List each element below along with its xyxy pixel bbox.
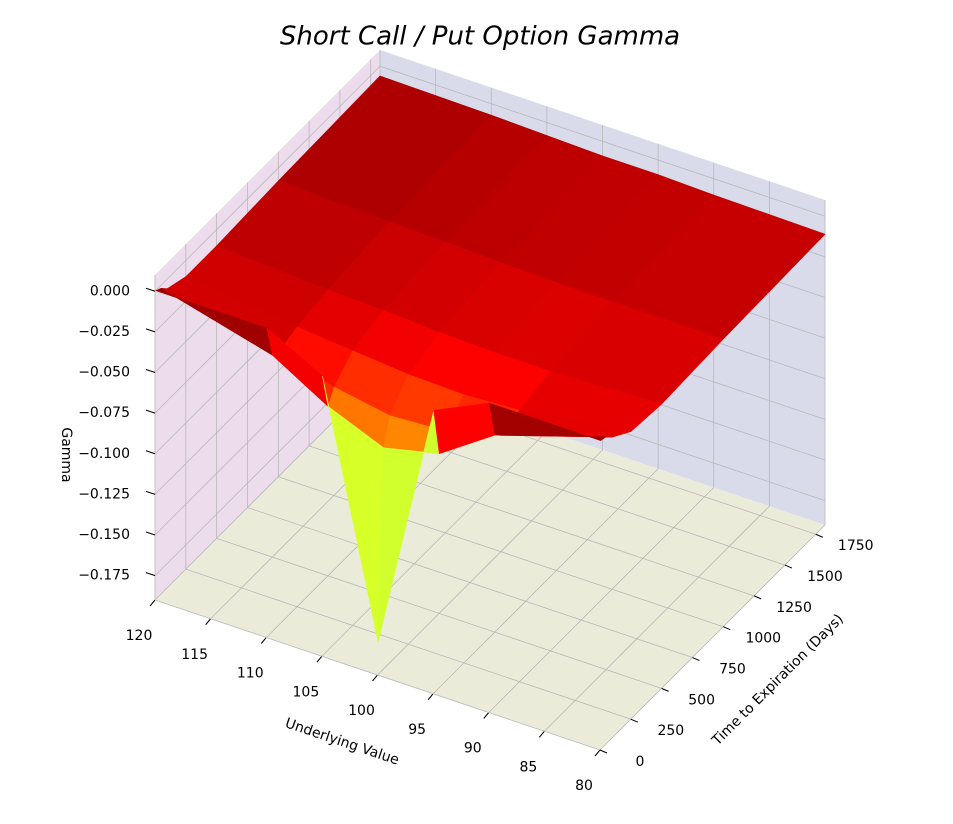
x-tick <box>149 599 156 607</box>
z-tick-label: −0.050 <box>78 365 130 381</box>
z-tick <box>145 369 156 373</box>
y-tick-label: 1750 <box>838 538 874 554</box>
chart-title: Short Call / Put Option Gamma <box>280 22 680 52</box>
x-tick <box>483 712 490 719</box>
z-tick-label: −0.100 <box>78 446 130 462</box>
z-axis-label: Gamma <box>58 427 74 482</box>
y-tick-label: 250 <box>657 723 684 739</box>
grid-line <box>321 430 548 657</box>
y-tick-label: 500 <box>688 692 715 708</box>
y-tick <box>815 533 823 538</box>
grid-line <box>377 449 603 676</box>
grid-line <box>599 524 826 751</box>
y-tick-label: 750 <box>719 662 746 678</box>
z-tick-label: 0.000 <box>90 283 130 299</box>
x-tick-label: 85 <box>519 759 537 775</box>
x-axis-label: Underlying Value <box>283 715 401 768</box>
z-tick-label: −0.075 <box>78 405 130 421</box>
grid-line <box>247 507 693 658</box>
grid-line <box>185 568 631 720</box>
y-tick <box>661 687 669 692</box>
y-tick <box>784 564 793 569</box>
y-tick <box>630 718 639 723</box>
y-tick <box>599 749 608 754</box>
x-tick-label: 110 <box>237 666 264 682</box>
x-tick <box>538 730 545 738</box>
z-tick-label: −0.125 <box>78 486 130 502</box>
y-tick <box>692 657 700 661</box>
grid-line <box>154 65 381 292</box>
x-tick-label: 80 <box>575 778 593 794</box>
grid-line <box>544 505 770 732</box>
grid-line <box>379 65 826 217</box>
z-tick <box>145 450 156 455</box>
z-tick-label: −0.025 <box>78 324 130 340</box>
x-tick <box>594 749 601 757</box>
grid-line <box>432 468 659 695</box>
y-tick <box>723 626 731 631</box>
x-tick <box>260 637 267 644</box>
z-tick <box>145 409 156 414</box>
x-tick-label: 105 <box>293 684 320 700</box>
x-tick <box>205 618 212 626</box>
z-tick <box>145 572 156 577</box>
z-tick <box>145 490 156 495</box>
z-tick <box>145 287 156 292</box>
grid-line <box>216 537 662 689</box>
x-tick-label: 95 <box>408 722 426 738</box>
y-tick-label: 1250 <box>776 600 812 616</box>
y-tick-label: 1500 <box>807 569 843 585</box>
z-tick-label: −0.175 <box>78 568 130 584</box>
x-tick <box>316 655 323 663</box>
x-tick <box>372 674 378 682</box>
y-tick-label: 0 <box>636 754 645 770</box>
x-tick <box>427 693 434 701</box>
grid-line <box>154 599 601 751</box>
x-tick-label: 120 <box>126 628 153 644</box>
z-tick <box>145 328 156 333</box>
y-tick <box>753 595 762 600</box>
grid-line <box>488 487 715 713</box>
x-tick-label: 100 <box>348 703 375 719</box>
z-tick <box>145 531 156 536</box>
surface-patch <box>489 402 607 441</box>
z-tick-label: −0.150 <box>78 527 130 543</box>
x-tick-label: 90 <box>464 741 482 757</box>
x-tick-label: 115 <box>181 647 208 663</box>
y-tick-label: 1000 <box>745 631 781 647</box>
